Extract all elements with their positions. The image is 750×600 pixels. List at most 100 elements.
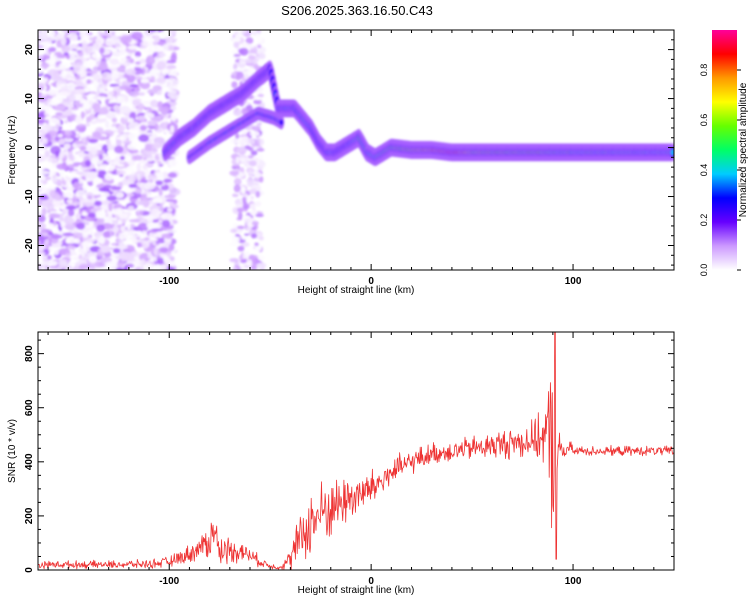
heat-cell xyxy=(71,106,79,111)
heat-cell xyxy=(670,149,674,156)
heat-cell xyxy=(126,74,136,83)
heat-cell xyxy=(103,231,111,238)
heat-cell xyxy=(52,199,61,208)
heat-cell xyxy=(123,265,128,270)
heat-cell xyxy=(73,64,81,73)
heat-cell xyxy=(128,49,137,53)
heat-cell xyxy=(236,148,243,153)
heat-cell xyxy=(78,152,87,158)
heat-cell xyxy=(139,183,150,190)
heat-cell xyxy=(152,116,162,123)
heat-cell xyxy=(98,164,110,170)
heat-cell xyxy=(49,217,54,225)
heat-cell xyxy=(152,197,163,204)
heat-cell xyxy=(113,104,121,112)
heat-cell xyxy=(167,30,177,35)
heat-cell xyxy=(232,228,237,233)
heat-cell xyxy=(135,56,140,60)
heat-cell xyxy=(141,150,152,159)
heat-cell xyxy=(108,91,116,96)
heat-cell xyxy=(250,150,258,156)
heat-cell xyxy=(127,239,133,245)
heat-cell xyxy=(165,37,174,44)
heat-cell xyxy=(90,263,96,270)
heat-cell xyxy=(156,61,166,70)
heat-cell xyxy=(99,47,105,54)
heat-cell xyxy=(116,169,125,175)
heat-cell xyxy=(232,37,241,43)
heat-cell xyxy=(235,156,240,164)
heat-cell xyxy=(258,58,263,66)
heat-cell xyxy=(41,162,54,171)
heat-cell xyxy=(51,95,64,104)
heat-cell xyxy=(87,171,97,180)
heat-cell xyxy=(111,208,123,215)
heat-cell xyxy=(56,265,63,270)
heat-cell xyxy=(128,149,139,154)
heat-cell xyxy=(125,87,132,94)
heat-cell xyxy=(242,201,248,206)
heat-cell xyxy=(56,179,63,187)
heat-cell xyxy=(93,261,105,268)
heat-cell xyxy=(38,172,43,181)
heat-cell xyxy=(135,61,141,65)
heat-cell xyxy=(248,100,253,104)
heat-cell xyxy=(112,248,121,254)
heat-cell xyxy=(231,165,238,170)
heat-cell xyxy=(68,44,80,53)
heat-cell xyxy=(52,247,60,255)
heat-cell xyxy=(97,30,102,35)
heat-cell xyxy=(135,188,142,194)
heat-cell xyxy=(233,108,242,117)
heat-cell xyxy=(156,172,164,181)
heat-cell xyxy=(66,245,76,250)
heat-cell xyxy=(86,70,97,75)
heat-cell xyxy=(110,186,122,191)
heat-cell xyxy=(78,126,86,133)
heat-cell xyxy=(142,46,155,55)
heat-cell xyxy=(47,157,55,163)
heat-cell xyxy=(47,222,55,231)
heat-cell xyxy=(241,30,247,34)
heat-cell xyxy=(64,130,72,136)
heat-cell xyxy=(42,260,52,265)
heat-cell xyxy=(125,263,135,268)
heat-cell xyxy=(115,136,125,140)
heat-cell xyxy=(166,59,177,64)
heat-cell xyxy=(250,266,258,270)
heat-cell xyxy=(127,143,139,150)
heat-cell xyxy=(98,187,110,192)
heat-cell xyxy=(170,125,175,134)
heat-cell xyxy=(137,82,143,87)
snr-ylabel: SNR (10 * v/v) xyxy=(7,419,18,483)
heat-cell xyxy=(40,42,49,46)
heat-cell xyxy=(105,111,116,120)
heat-cell xyxy=(121,182,133,186)
colorbar-tick-label: 0.8 xyxy=(699,64,709,77)
heat-cell xyxy=(87,212,97,218)
heat-cell xyxy=(138,92,145,96)
heat-cell xyxy=(84,87,93,92)
heat-cell xyxy=(38,251,46,255)
heat-cell xyxy=(166,207,173,212)
heat-cell xyxy=(115,138,122,147)
heat-cell xyxy=(259,236,264,241)
heat-cell xyxy=(138,210,144,216)
heat-cell xyxy=(124,253,134,262)
heat-cell xyxy=(239,47,249,56)
heat-cell xyxy=(63,143,71,150)
heat-cell xyxy=(45,59,57,65)
heat-cell xyxy=(234,260,239,264)
heat-cell xyxy=(38,240,41,245)
heat-cell xyxy=(62,232,75,237)
heat-cell xyxy=(170,68,178,77)
heat-cell xyxy=(125,170,132,175)
heat-cell xyxy=(61,158,67,162)
heat-cell xyxy=(87,195,93,200)
heat-cell xyxy=(259,138,264,146)
snr-ytick-label: 400 xyxy=(24,453,35,470)
heat-cell xyxy=(114,145,124,154)
heat-cell xyxy=(245,59,255,65)
heat-cell xyxy=(106,156,111,163)
